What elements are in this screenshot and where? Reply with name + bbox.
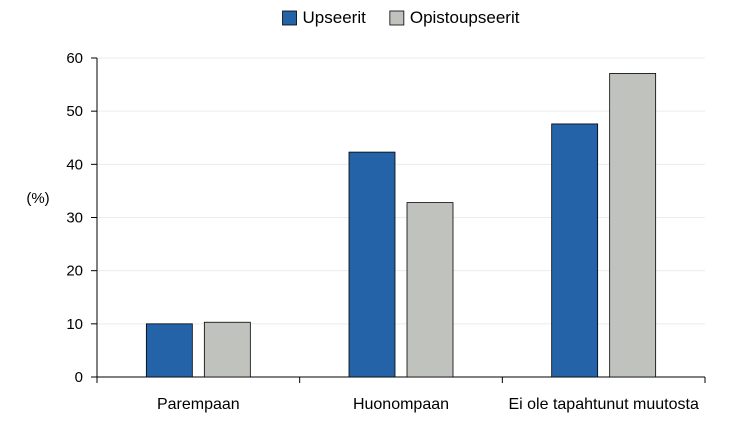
bar-upseerit-2 [348, 151, 396, 378]
legend: Upseerit Opistoupseerit [282, 8, 520, 27]
legend-label: Opistoupseerit [410, 8, 520, 27]
bar-upseerit-3 [551, 123, 599, 378]
y-tick-label: 50 [66, 103, 83, 120]
bar-opistoupseerit-1 [203, 321, 251, 378]
bars-layer [145, 73, 657, 378]
legend-label: Upseerit [303, 8, 367, 27]
y-tick-label: 60 [66, 50, 83, 67]
x-category-label: Parempaan [157, 396, 240, 413]
y-tick-label: 40 [66, 156, 83, 173]
bar-opistoupseerit-3 [609, 73, 657, 378]
x-category-label: Huonompaan [353, 396, 449, 413]
labels-layer: 0 10 20 30 40 50 60 Parempaan Huonompaan Ei ole t… [66, 50, 699, 413]
y-tick-label: 0 [75, 369, 83, 386]
legend-item: Upseerit [282, 8, 367, 27]
bar-upseerit-1 [145, 323, 193, 378]
legend-item: Opistoupseerit [389, 8, 520, 27]
legend-swatch [389, 10, 405, 26]
axes-layer [91, 57, 706, 383]
legend-swatch [282, 10, 297, 26]
y-tick-label: 30 [66, 210, 83, 227]
y-tick-label: 10 [66, 316, 83, 333]
y-tick-label: 20 [66, 263, 83, 280]
x-category-label: Ei ole tapahtunut muutosta [508, 396, 698, 413]
grid-layer [97, 57, 705, 325]
bar-opistoupseerit-2 [406, 202, 454, 378]
y-axis-label: (%) [26, 190, 49, 207]
